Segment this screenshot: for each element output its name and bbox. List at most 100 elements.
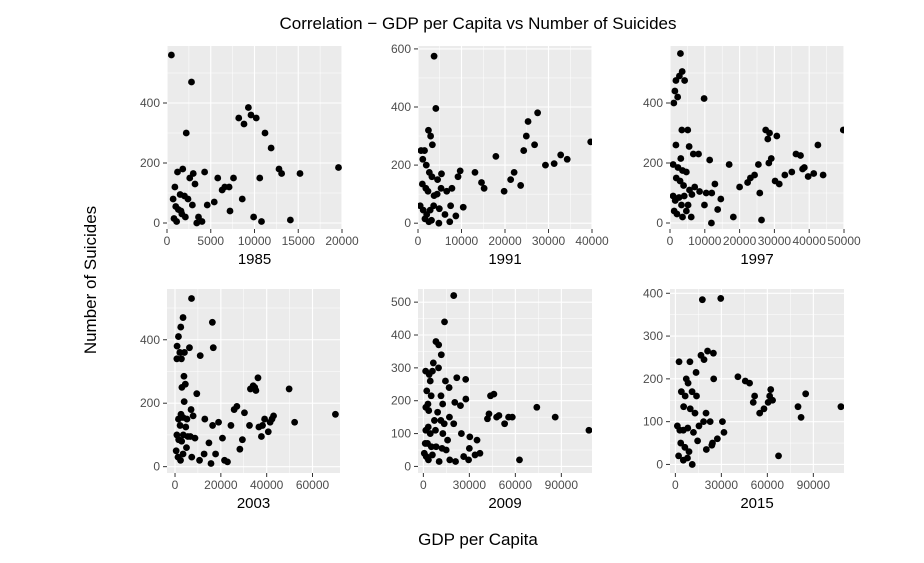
- data-point: [167, 51, 175, 59]
- data-point: [684, 424, 692, 432]
- data-point: [205, 439, 213, 447]
- data-point: [704, 347, 711, 355]
- data-point: [714, 206, 722, 213]
- data-point: [797, 152, 804, 159]
- data-point: [698, 296, 706, 304]
- x-tick-label: 0: [420, 478, 427, 492]
- data-point: [450, 292, 458, 299]
- data-point: [177, 323, 185, 331]
- data-point: [261, 129, 269, 137]
- data-point: [427, 443, 435, 451]
- data-point: [424, 400, 432, 408]
- data-point: [446, 456, 454, 464]
- data-point: [775, 180, 783, 188]
- data-point: [225, 183, 233, 191]
- y-tick-label: 300: [391, 361, 411, 375]
- points-1985: [167, 51, 342, 227]
- data-point: [226, 207, 234, 215]
- data-point: [244, 104, 252, 111]
- data-point: [516, 456, 523, 464]
- data-point: [187, 406, 195, 413]
- data-point: [751, 392, 759, 400]
- data-point: [471, 168, 479, 176]
- data-point: [264, 428, 272, 436]
- y-tick-label: 600: [391, 42, 411, 56]
- data-point: [419, 155, 427, 163]
- data-point: [181, 213, 189, 221]
- data-point: [480, 184, 488, 192]
- x-tick-label: 10000: [238, 234, 272, 248]
- data-point: [182, 423, 190, 431]
- y-tick-label: 0: [153, 460, 160, 474]
- data-point: [174, 168, 181, 176]
- panel-label: 2003: [237, 495, 270, 512]
- panel-background: [167, 289, 340, 473]
- data-point: [440, 420, 448, 428]
- y-tick-label: 200: [140, 396, 160, 410]
- data-point: [444, 436, 451, 444]
- panel-1985: 0 5000 10000 15000 20000 0 200 400 1985: [140, 46, 359, 268]
- data-point: [184, 195, 192, 203]
- data-point: [183, 415, 191, 423]
- data-point: [422, 161, 430, 169]
- data-point: [473, 436, 481, 444]
- data-point: [682, 168, 690, 176]
- data-point: [189, 170, 197, 177]
- panel-1991: 0 10000 20000 30000 40000 0 200 400 600 1991: [391, 42, 609, 268]
- data-point: [684, 201, 692, 209]
- data-point: [708, 189, 716, 197]
- data-point: [246, 422, 253, 429]
- data-point: [678, 126, 686, 134]
- data-point: [215, 418, 222, 426]
- data-point: [235, 114, 243, 122]
- data-point: [682, 207, 690, 215]
- data-point: [437, 392, 445, 400]
- data-point: [212, 450, 219, 458]
- data-point: [802, 390, 810, 398]
- data-point: [700, 95, 708, 102]
- y-tick-label: 400: [140, 96, 160, 110]
- data-point: [429, 359, 437, 367]
- data-point: [447, 202, 455, 210]
- data-point: [708, 219, 715, 227]
- data-point: [695, 150, 702, 158]
- data-point: [418, 147, 425, 154]
- data-point: [675, 452, 682, 460]
- data-point: [713, 435, 721, 443]
- data-point: [674, 93, 682, 101]
- data-point: [550, 160, 558, 168]
- data-point: [758, 216, 765, 224]
- y-tick-label: 0: [404, 459, 411, 473]
- data-point: [720, 428, 728, 436]
- x-tick-label: 90000: [545, 478, 579, 492]
- data-point: [756, 409, 764, 417]
- data-point: [460, 453, 468, 460]
- data-point: [431, 417, 438, 424]
- data-point: [425, 126, 432, 134]
- data-point: [434, 176, 441, 184]
- data-point: [788, 168, 796, 176]
- data-point: [432, 443, 440, 451]
- data-point: [490, 390, 498, 398]
- data-point: [441, 318, 448, 326]
- data-point: [719, 418, 726, 426]
- data-point: [252, 387, 260, 394]
- data-point: [710, 375, 718, 383]
- x-tick-label: 0: [172, 478, 179, 492]
- data-point: [696, 188, 703, 195]
- data-point: [203, 201, 211, 209]
- points-2015: [673, 295, 844, 468]
- data-point: [175, 333, 182, 340]
- panel-background: [670, 289, 844, 473]
- data-point: [679, 213, 686, 221]
- data-point: [233, 402, 241, 410]
- data-point: [685, 143, 693, 150]
- data-point: [230, 174, 237, 182]
- x-tick-label: 30000: [758, 234, 792, 248]
- y-tick-label: 300: [643, 329, 663, 343]
- panel-label: 2015: [740, 495, 773, 512]
- data-point: [693, 392, 700, 400]
- data-point: [672, 141, 680, 149]
- data-point: [773, 132, 781, 140]
